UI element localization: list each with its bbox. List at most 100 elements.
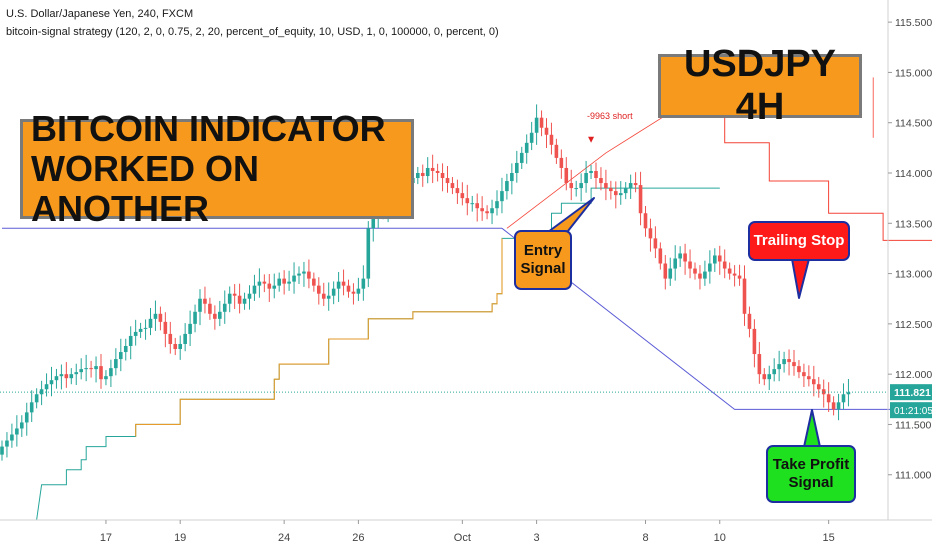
candle-body bbox=[579, 183, 583, 189]
candle-body bbox=[643, 213, 648, 229]
candle bbox=[673, 245, 677, 281]
candle bbox=[722, 249, 727, 279]
candle bbox=[792, 350, 796, 376]
candle bbox=[653, 226, 658, 259]
strategy-header: bitcoin-signal strategy (120, 2, 0, 0.75… bbox=[6, 26, 499, 38]
candle-body bbox=[178, 343, 182, 350]
candle bbox=[534, 104, 539, 145]
candle-body bbox=[203, 298, 207, 304]
pair-callout: USDJPY 4H bbox=[658, 43, 862, 128]
candle-body bbox=[772, 369, 776, 375]
candle-body bbox=[247, 293, 252, 299]
candle-body bbox=[683, 253, 687, 262]
candle-body bbox=[485, 211, 489, 214]
countdown-label: 01:21:05 bbox=[894, 406, 932, 417]
candle bbox=[628, 174, 633, 199]
candle bbox=[678, 246, 682, 267]
candle-body bbox=[589, 170, 593, 173]
symbol-header: U.S. Dollar/Japanese Yen, 240, FXCM bbox=[6, 8, 194, 20]
candle-body bbox=[742, 278, 747, 314]
candle bbox=[326, 282, 331, 311]
candle bbox=[767, 365, 772, 391]
candle-body bbox=[792, 362, 796, 367]
candle bbox=[430, 154, 435, 184]
candle bbox=[807, 365, 811, 387]
candle-body bbox=[450, 183, 455, 189]
candle-body bbox=[653, 238, 658, 249]
candle bbox=[267, 273, 272, 302]
candle bbox=[119, 338, 123, 372]
candle-body bbox=[797, 366, 801, 373]
candle bbox=[698, 265, 702, 290]
candle bbox=[633, 172, 638, 193]
candle-body bbox=[505, 181, 509, 192]
candle bbox=[425, 157, 430, 184]
candle-body bbox=[64, 374, 69, 379]
candle-body bbox=[158, 313, 163, 322]
candle-body bbox=[752, 328, 757, 355]
candle bbox=[708, 250, 712, 284]
candle-body bbox=[312, 278, 316, 286]
entry-signal-callout: Entry Signal bbox=[514, 230, 572, 290]
candle-body bbox=[693, 268, 697, 274]
candle-body bbox=[242, 298, 247, 304]
candle bbox=[747, 306, 752, 338]
candle-body bbox=[59, 374, 64, 377]
candle bbox=[148, 307, 153, 336]
candle bbox=[104, 370, 108, 386]
candle bbox=[346, 279, 351, 298]
y-tick-label: 111.000 bbox=[895, 470, 932, 482]
candle bbox=[44, 373, 49, 397]
candle-body bbox=[812, 379, 816, 385]
candle bbox=[797, 360, 801, 379]
candle bbox=[643, 205, 648, 237]
candle bbox=[10, 423, 14, 448]
candle-body bbox=[0, 446, 4, 455]
candle-body bbox=[623, 188, 628, 194]
candle-body bbox=[79, 369, 83, 373]
candle bbox=[163, 312, 168, 348]
candle-body bbox=[341, 281, 346, 286]
candle-body bbox=[826, 394, 831, 403]
candle-body bbox=[430, 167, 435, 171]
candle-body bbox=[5, 440, 9, 447]
candle-body bbox=[317, 285, 321, 294]
candle-body bbox=[841, 394, 846, 403]
candle-body bbox=[99, 366, 103, 380]
candle-body bbox=[703, 271, 707, 279]
candle bbox=[198, 289, 202, 326]
candle-body bbox=[143, 327, 148, 329]
candle bbox=[450, 177, 455, 195]
candle bbox=[737, 264, 742, 286]
candle bbox=[416, 166, 420, 185]
candle-body bbox=[188, 323, 192, 334]
candle bbox=[351, 283, 356, 305]
candle bbox=[485, 205, 489, 220]
candle-body bbox=[94, 366, 98, 370]
candle-body bbox=[153, 313, 158, 319]
candle bbox=[559, 149, 564, 179]
candle-body bbox=[846, 392, 851, 395]
candle-body bbox=[678, 253, 682, 259]
candle-body bbox=[366, 228, 371, 279]
candle bbox=[623, 182, 628, 200]
candle bbox=[366, 221, 371, 288]
candle-body bbox=[727, 268, 732, 274]
y-tick-label: 113.000 bbox=[895, 269, 932, 281]
candle bbox=[203, 286, 207, 314]
candle-body bbox=[698, 273, 702, 279]
candle-body bbox=[747, 313, 752, 329]
candle bbox=[218, 300, 222, 327]
candle bbox=[361, 265, 366, 301]
candle bbox=[802, 363, 806, 388]
y-tick-label: 111.500 bbox=[895, 419, 932, 431]
candle-body bbox=[539, 117, 544, 128]
candle bbox=[173, 337, 178, 356]
candle-body bbox=[529, 132, 534, 143]
candle bbox=[84, 354, 88, 382]
candle bbox=[609, 180, 613, 200]
candle bbox=[816, 376, 821, 398]
candle-body bbox=[435, 170, 440, 173]
candle-body bbox=[361, 278, 366, 289]
y-tick-label: 112.000 bbox=[895, 369, 932, 381]
